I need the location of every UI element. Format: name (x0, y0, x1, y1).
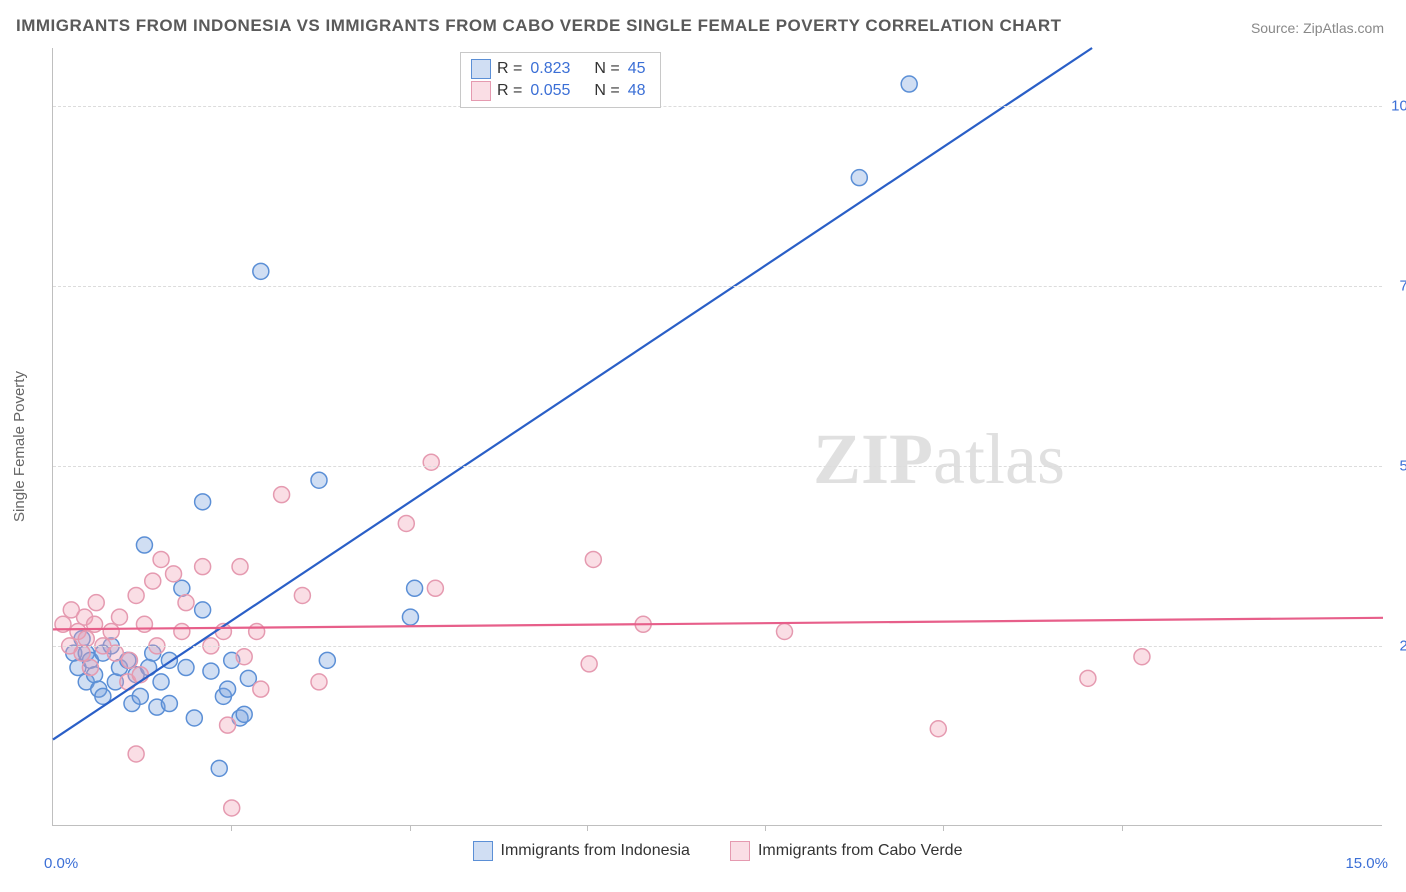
data-point (103, 624, 119, 640)
n-label-2: N = (594, 82, 619, 100)
data-point (311, 674, 327, 690)
data-point (132, 688, 148, 704)
data-point (581, 656, 597, 672)
x-tick (765, 825, 766, 831)
legend-swatch (730, 841, 750, 861)
data-point (407, 580, 423, 596)
y-tick-label: 25.0% (1390, 637, 1406, 654)
y-tick-label: 100.0% (1390, 97, 1406, 114)
data-point (174, 580, 190, 596)
chart-title: IMMIGRANTS FROM INDONESIA VS IMMIGRANTS … (16, 16, 1061, 36)
data-point (236, 649, 252, 665)
data-point (211, 760, 227, 776)
data-point (174, 624, 190, 640)
x-tick (231, 825, 232, 831)
source-attribution: Source: ZipAtlas.com (1251, 20, 1384, 36)
legend-item: Immigrants from Cabo Verde (730, 841, 963, 861)
legend-item: Immigrants from Indonesia (473, 841, 690, 861)
data-point (249, 624, 265, 640)
data-point (423, 454, 439, 470)
series-legend: Immigrants from Indonesia Immigrants from… (53, 841, 1382, 861)
r-value-1: 0.823 (530, 60, 570, 78)
data-point (319, 652, 335, 668)
data-point (220, 681, 236, 697)
data-point (274, 487, 290, 503)
x-axis-min-label: 0.0% (44, 855, 78, 872)
data-point (253, 681, 269, 697)
legend-row-2: R = 0.055 N = 48 (471, 81, 646, 101)
data-point (161, 696, 177, 712)
legend-label: Immigrants from Cabo Verde (758, 842, 963, 860)
x-tick (943, 825, 944, 831)
data-point (82, 660, 98, 676)
y-axis-label-wrap: Single Female Poverty (4, 0, 34, 892)
data-point (88, 595, 104, 611)
data-point (851, 170, 867, 186)
data-point (195, 602, 211, 618)
legend-swatch (473, 841, 493, 861)
data-point (402, 609, 418, 625)
n-value-2: 48 (628, 82, 646, 100)
data-point (294, 587, 310, 603)
x-tick (410, 825, 411, 831)
correlation-legend: R = 0.823 N = 45 R = 0.055 N = 48 (460, 52, 661, 108)
data-point (178, 595, 194, 611)
x-tick (1122, 825, 1123, 831)
data-point (232, 559, 248, 575)
data-point (136, 537, 152, 553)
data-point (128, 746, 144, 762)
data-point (121, 652, 137, 668)
r-label-2: R = (497, 82, 522, 100)
y-axis-label: Single Female Poverty (11, 371, 28, 522)
legend-row-1: R = 0.823 N = 45 (471, 59, 646, 79)
gridline (53, 646, 1382, 647)
data-point (195, 559, 211, 575)
data-point (220, 717, 236, 733)
data-point (930, 721, 946, 737)
data-point (901, 76, 917, 92)
data-point (186, 710, 202, 726)
data-point (136, 616, 152, 632)
legend-label: Immigrants from Indonesia (501, 842, 690, 860)
data-point (1134, 649, 1150, 665)
x-tick (587, 825, 588, 831)
data-point (1080, 670, 1096, 686)
data-point (224, 800, 240, 816)
data-point (253, 263, 269, 279)
data-point (777, 624, 793, 640)
data-point (112, 609, 128, 625)
data-point (178, 660, 194, 676)
data-point (427, 580, 443, 596)
trend-line (53, 48, 1092, 740)
gridline (53, 106, 1382, 107)
data-point (153, 551, 169, 567)
data-point (398, 515, 414, 531)
data-point (203, 663, 219, 679)
data-point (128, 587, 144, 603)
data-point (195, 494, 211, 510)
legend-swatch-1 (471, 59, 491, 79)
gridline (53, 286, 1382, 287)
data-point (311, 472, 327, 488)
y-tick-label: 50.0% (1390, 457, 1406, 474)
data-point (236, 706, 252, 722)
data-point (145, 573, 161, 589)
scatter-svg (53, 48, 1383, 826)
data-point (166, 566, 182, 582)
plot-area: ZIPatlas 25.0%50.0%75.0%100.0%Immigrants… (52, 48, 1382, 826)
r-value-2: 0.055 (530, 82, 570, 100)
data-point (78, 631, 94, 647)
trend-line (53, 618, 1383, 630)
y-tick-label: 75.0% (1390, 277, 1406, 294)
gridline (53, 466, 1382, 467)
data-point (585, 551, 601, 567)
x-axis-max-label: 15.0% (1345, 855, 1388, 872)
legend-swatch-2 (471, 81, 491, 101)
n-label-1: N = (594, 60, 619, 78)
r-label-1: R = (497, 60, 522, 78)
n-value-1: 45 (628, 60, 646, 78)
data-point (153, 674, 169, 690)
data-point (74, 645, 90, 661)
